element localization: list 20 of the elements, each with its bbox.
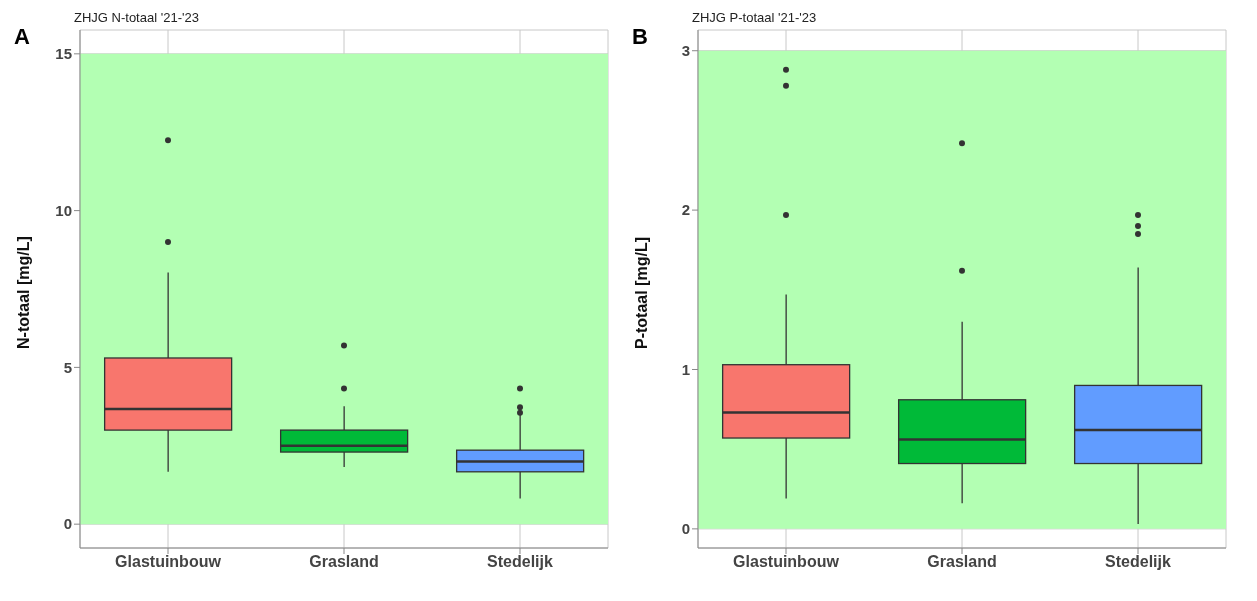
y-tick-label: 15: [55, 45, 72, 63]
text: A: [14, 24, 30, 50]
y-tick-label: 1: [681, 360, 690, 378]
x-tick-label: Glastuinbouw: [733, 553, 840, 571]
text: B: [632, 24, 648, 50]
x-tick-label: Grasland: [927, 553, 997, 571]
y-tick-label: 0: [681, 520, 690, 538]
x-tick-label: Glastuinbouw: [115, 553, 222, 571]
y-tick-label: 10: [55, 201, 72, 219]
y-tick-label: 0: [63, 515, 72, 533]
x-tick-label: Stedelijk: [487, 553, 553, 571]
y-tick-label: 3: [681, 42, 690, 60]
y-axis-title: N-totaal [mg/L]: [14, 236, 32, 349]
y-tick-label: 2: [681, 201, 690, 219]
y-axis-title: P-totaal [mg/L]: [632, 237, 650, 349]
x-tick-label: Stedelijk: [1105, 553, 1171, 571]
x-tick-label: Grasland: [309, 553, 379, 571]
chart-title: ZHJG N-totaal '21-'23: [74, 10, 199, 25]
y-tick-label: 5: [63, 358, 72, 376]
chart-title: ZHJG P-totaal '21-'23: [692, 10, 817, 25]
